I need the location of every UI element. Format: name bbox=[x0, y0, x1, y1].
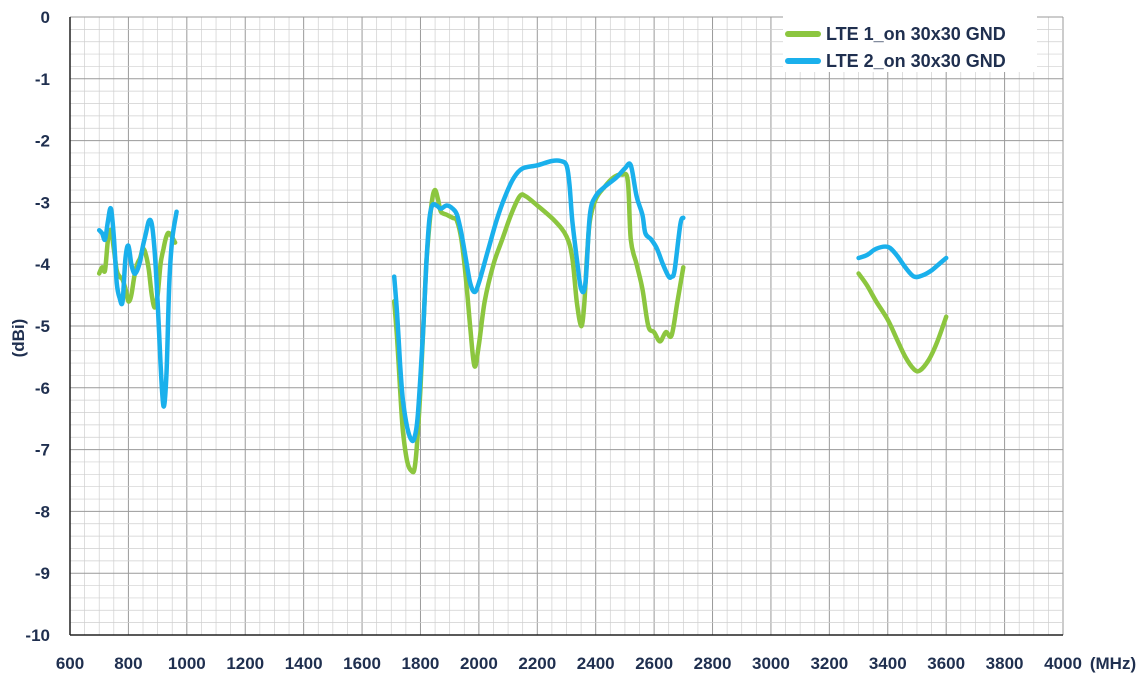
series-lte1-line-band-3 bbox=[856, 271, 949, 374]
y-tick-label: -6 bbox=[35, 379, 50, 398]
x-tick-label: 3000 bbox=[752, 654, 790, 673]
y-tick-label: -2 bbox=[35, 132, 50, 151]
x-tick-label: 800 bbox=[114, 654, 142, 673]
x-tick-label: 2600 bbox=[635, 654, 673, 673]
tick-labels: 600 800 1000 1200 1400 1600 1800 2000 2200 2400 26… bbox=[25, 8, 1081, 673]
x-tick-label: 3600 bbox=[927, 654, 965, 673]
legend-label-lte2: LTE 2_on 30x30 GND bbox=[826, 51, 1006, 71]
x-tick-label: 1200 bbox=[226, 654, 264, 673]
x-tick-label: 2800 bbox=[694, 654, 732, 673]
legend-label-lte1: LTE 1_on 30x30 GND bbox=[826, 24, 1006, 44]
x-tick-label: 1400 bbox=[285, 654, 323, 673]
y-tick-label: -4 bbox=[35, 255, 51, 274]
x-tick-label: 1800 bbox=[402, 654, 440, 673]
x-tick-label: 3800 bbox=[986, 654, 1024, 673]
x-tick-label: 1000 bbox=[168, 654, 206, 673]
x-tick-label: 3200 bbox=[810, 654, 848, 673]
x-tick-label: 1600 bbox=[343, 654, 381, 673]
plot-area bbox=[96, 158, 949, 475]
series-lte2-line-band-3 bbox=[856, 244, 949, 280]
y-tick-label: -1 bbox=[35, 70, 50, 89]
series-lte2-line-band-1 bbox=[96, 205, 179, 409]
y-tick-label: -3 bbox=[35, 193, 50, 212]
x-tick-label: 2200 bbox=[518, 654, 556, 673]
series-lte2-line-band-2 bbox=[391, 158, 686, 444]
legend-box bbox=[783, 14, 1037, 72]
x-tick-label: 600 bbox=[56, 654, 84, 673]
x-tick-label: 3400 bbox=[869, 654, 907, 673]
y-tick-label: -10 bbox=[25, 626, 50, 645]
y-tick-label: -5 bbox=[35, 317, 50, 336]
y-axis-label: (dBi) bbox=[9, 319, 28, 358]
legend: LTE 1_on 30x30 GND LTE 2_on 30x30 GND bbox=[783, 14, 1037, 72]
x-tick-label: 4000 bbox=[1044, 654, 1082, 673]
axes bbox=[69, 17, 1063, 636]
y-tick-label: -8 bbox=[35, 502, 50, 521]
series-lte2 bbox=[96, 158, 949, 444]
y-tick-label: -9 bbox=[35, 564, 50, 583]
x-tick-label: 2400 bbox=[577, 654, 615, 673]
y-tick-label: -7 bbox=[35, 441, 50, 460]
x-tick-label: 2000 bbox=[460, 654, 498, 673]
x-axis-label: (MHz) bbox=[1090, 654, 1136, 673]
y-tick-label: 0 bbox=[41, 8, 50, 27]
